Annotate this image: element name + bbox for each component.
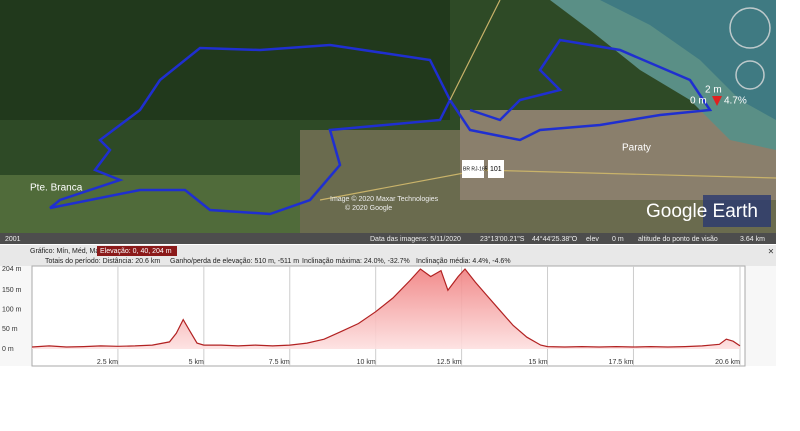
elevation-line (31, 268, 741, 348)
brand: Google Earth (646, 201, 758, 222)
marker-label: 2 m (705, 85, 722, 96)
status-text: 23°13'00.21"S (480, 235, 525, 243)
status-text: altitude do ponto de visão (638, 236, 718, 243)
elevation-area (32, 269, 740, 349)
x-tick-label: 12.5 km (437, 359, 462, 366)
status-text: Data das imagens: 5/11/2020 (370, 236, 461, 243)
status-bar (0, 233, 776, 244)
y-tick-label: 0 m (2, 346, 14, 353)
road-label: BR RJ-165 (463, 166, 488, 172)
credit: © 2020 Google (345, 204, 392, 212)
status-text: 0 m (612, 236, 624, 243)
marker-label: 0 m (690, 96, 707, 107)
header-text: Inclinação máxima: 24.0%, -32.7% (302, 258, 410, 265)
status-text: 3.64 km (740, 236, 765, 243)
place-label: Paraty (622, 143, 651, 154)
x-tick-label: 5 km (189, 359, 204, 366)
year: 2001 (5, 236, 21, 243)
x-tick-label: 2.5 km (97, 359, 118, 366)
y-tick-label: 204 m (2, 266, 22, 273)
header-text: Gráfico: Mín, Méd, Máx (30, 248, 103, 255)
x-tick-label: 10 km (357, 359, 376, 366)
map[interactable]: Pte. Branca Paraty Image © 2020 Maxar Te… (0, 0, 777, 233)
status-text: elev (586, 236, 599, 243)
y-tick-label: 50 m (2, 326, 18, 333)
credit: Image © 2020 Maxar Technologies (330, 195, 439, 203)
road-label: 101 (490, 166, 502, 173)
highlight (97, 246, 177, 256)
header-text: Inclinação média: 4.4%, -4.6% (416, 258, 511, 265)
status-text: 44°44'25.38"O (532, 235, 578, 243)
close-button[interactable]: × (768, 247, 774, 258)
x-tick-label: 7.5 km (269, 359, 290, 366)
y-tick-label: 150 m (2, 287, 22, 294)
profile-header (0, 245, 776, 266)
plot-area (31, 265, 746, 367)
header-text: Totais do período: Distância: 20.6 km (45, 258, 160, 265)
x-tick-label: 15 km (528, 359, 547, 366)
marker-label: 4.7% (724, 96, 747, 107)
x-tick-label: 17.5 km (609, 359, 634, 366)
header-text: Ganho/perda de elevação: 510 m, -511 m (170, 258, 299, 265)
place-label: Pte. Branca (30, 183, 83, 194)
y-tick-label: 100 m (2, 307, 22, 314)
x-tick-label: 20.6 km (715, 359, 740, 366)
header-text[interactable]: Elevação: 0, 40, 204 m (100, 248, 172, 255)
